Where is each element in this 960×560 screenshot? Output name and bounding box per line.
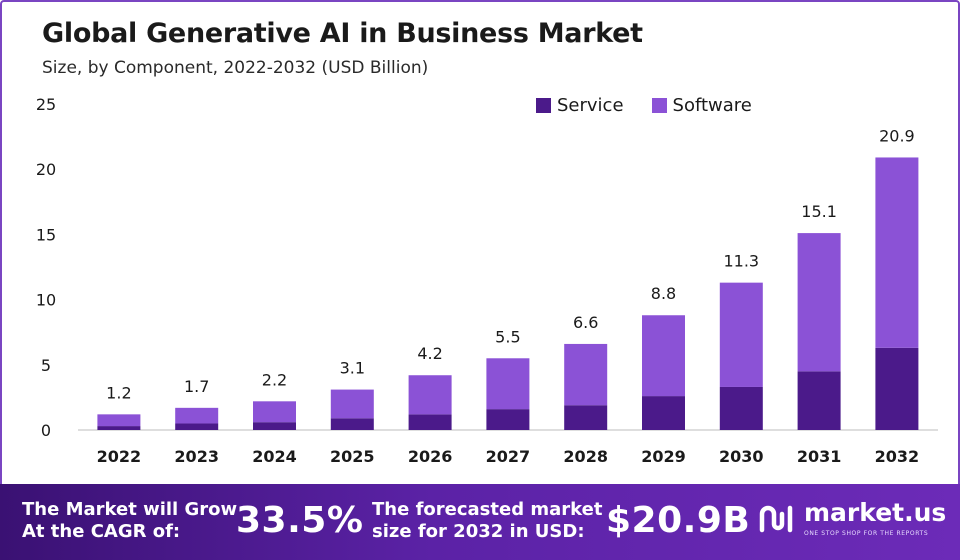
forecast-caption-line2: size for 2032 in USD: bbox=[372, 521, 585, 542]
bar-service-2031 bbox=[797, 371, 841, 430]
x-tick-label: 2026 bbox=[408, 447, 453, 466]
legend-item-service: Service bbox=[536, 95, 624, 116]
data-label-total: 3.1 bbox=[340, 359, 365, 378]
data-label-total: 4.2 bbox=[417, 344, 442, 363]
y-tick-label: 20 bbox=[36, 160, 56, 179]
data-label-total: 8.8 bbox=[651, 284, 676, 303]
y-tick-label: 0 bbox=[41, 421, 51, 440]
logo-tagline: ONE STOP SHOP FOR THE REPORTS bbox=[804, 530, 929, 537]
data-label-total: 2.2 bbox=[262, 370, 287, 389]
bar-software-2024 bbox=[253, 401, 296, 423]
data-label-total: 11.3 bbox=[723, 252, 759, 271]
bar-service-2030 bbox=[719, 386, 763, 430]
data-label-total: 1.2 bbox=[106, 383, 131, 402]
legend-swatch-software bbox=[651, 98, 667, 113]
bar-software-2030 bbox=[719, 282, 763, 387]
y-tick-label: 10 bbox=[36, 291, 56, 310]
bar-service-2025 bbox=[330, 418, 374, 430]
bar-software-2022 bbox=[97, 414, 141, 427]
cagr-caption-line2: At the CAGR of: bbox=[22, 521, 181, 542]
bar-service-2027 bbox=[486, 409, 530, 430]
bar-software-2026 bbox=[408, 375, 452, 415]
legend-label-service: Service bbox=[557, 95, 624, 116]
bar-software-2025 bbox=[330, 389, 374, 419]
bar-software-2027 bbox=[486, 358, 530, 410]
x-tick-label: 2030 bbox=[719, 447, 764, 466]
legend-label-software: Software bbox=[672, 95, 752, 116]
bar-software-2031 bbox=[797, 233, 841, 372]
x-tick-label: 2028 bbox=[563, 447, 608, 466]
market-us-logo-icon bbox=[759, 505, 793, 533]
cagr-value: 33.5% bbox=[236, 500, 364, 541]
x-tick-label: 2027 bbox=[486, 447, 531, 466]
forecast-caption: The forecasted market size for 2032 in U… bbox=[372, 499, 602, 543]
legend: Service Software bbox=[536, 95, 752, 116]
data-label-total: 1.7 bbox=[184, 377, 209, 396]
bar-service-2024 bbox=[253, 422, 296, 430]
bar-software-2023 bbox=[175, 407, 219, 424]
y-tick-label: 15 bbox=[36, 225, 56, 244]
bar-service-2022 bbox=[97, 426, 141, 430]
bar-software-2028 bbox=[564, 343, 608, 406]
y-tick-label: 25 bbox=[36, 95, 56, 114]
x-tick-label: 2022 bbox=[97, 447, 142, 466]
x-tick-label: 2025 bbox=[330, 447, 375, 466]
bar-service-2028 bbox=[564, 405, 608, 430]
logo-name: market.us bbox=[804, 498, 947, 527]
y-axis: 0 5 10 15 20 25 bbox=[36, 95, 56, 440]
x-tick-label: 2023 bbox=[174, 447, 219, 466]
chart-subtitle: Size, by Component, 2022-2032 (USD Billi… bbox=[42, 58, 429, 78]
y-tick-label: 5 bbox=[41, 356, 51, 375]
data-label-total: 15.1 bbox=[801, 202, 837, 221]
data-label-total: 6.6 bbox=[573, 313, 598, 332]
legend-item-software: Software bbox=[651, 95, 752, 116]
data-label-total: 5.5 bbox=[495, 327, 520, 346]
data-labels: 1.2 1.7 2.2 3.1 4.2 5.5 6.6 8.8 11.3 15.1 20.9 bbox=[106, 126, 915, 402]
data-label-total: 20.9 bbox=[879, 126, 915, 145]
bar-software-2032 bbox=[875, 157, 919, 348]
forecast-value: $20.9B bbox=[606, 500, 751, 541]
bar-service-2026 bbox=[408, 414, 452, 430]
chart-title: Global Generative AI in Business Market bbox=[42, 18, 643, 49]
forecast-caption-line1: The forecasted market bbox=[372, 499, 603, 520]
cagr-caption-line1: The Market will Grow bbox=[22, 499, 238, 520]
bar-service-2029 bbox=[642, 396, 685, 430]
x-tick-label: 2024 bbox=[252, 447, 297, 466]
bar-service-2032 bbox=[875, 347, 919, 430]
bars-group bbox=[97, 157, 919, 430]
cagr-caption: The Market will Grow At the CAGR of: bbox=[22, 499, 237, 543]
x-tick-label: 2029 bbox=[641, 447, 686, 466]
bar-service-2023 bbox=[175, 423, 219, 430]
market-summary-banner: The Market will Grow At the CAGR of: 33.… bbox=[0, 484, 960, 560]
legend-swatch-service bbox=[536, 98, 551, 113]
x-axis: 2022 2023 2024 2025 2026 2027 2028 2029 2030 2031… bbox=[97, 447, 920, 466]
bar-software-2029 bbox=[642, 315, 685, 397]
x-tick-label: 2032 bbox=[875, 447, 920, 466]
x-tick-label: 2031 bbox=[797, 447, 842, 466]
